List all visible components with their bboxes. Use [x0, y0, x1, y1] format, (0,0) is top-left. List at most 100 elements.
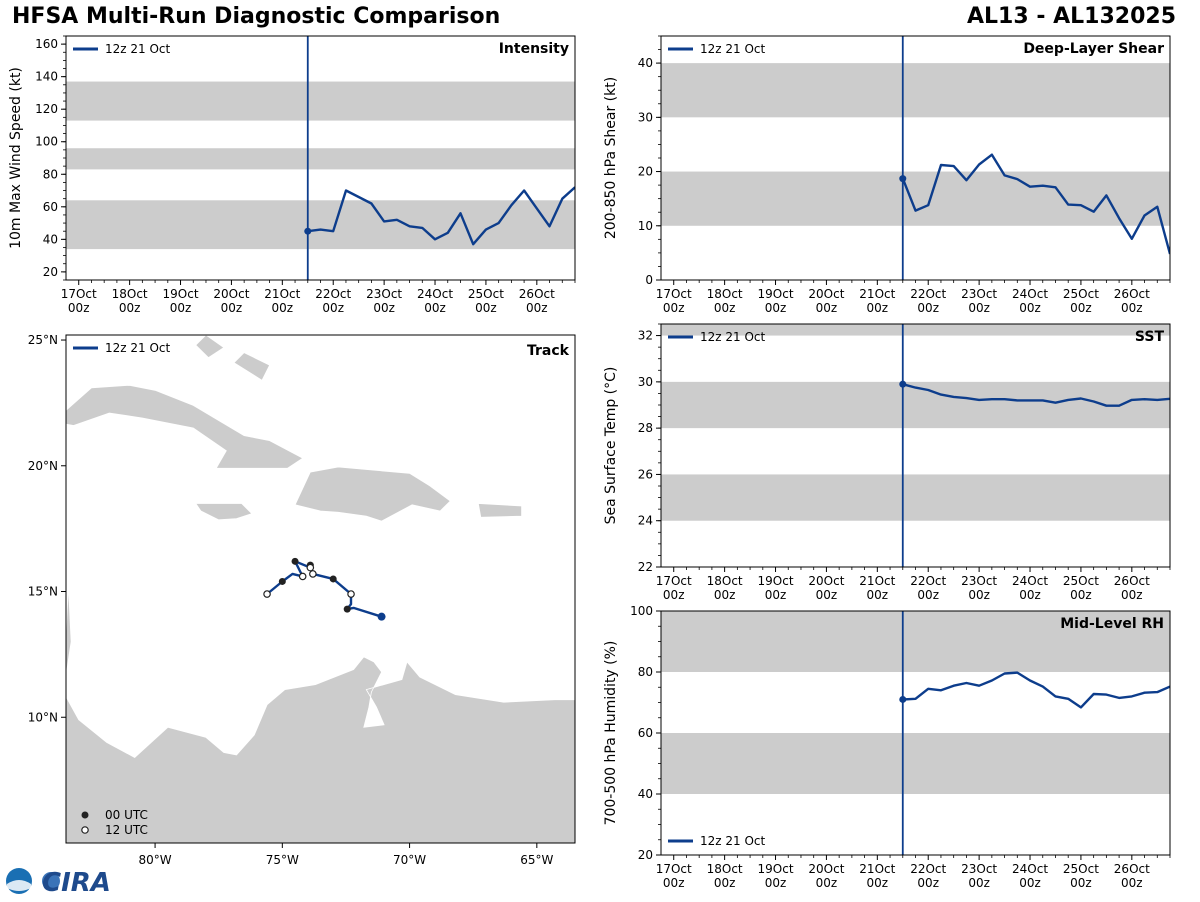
track-lat-tick-label: 15°N	[28, 585, 58, 599]
rh-xtick-label-hour: 00z	[816, 876, 838, 890]
sst-xtick-label-hour: 00z	[714, 588, 736, 602]
rh-xtick-label-date: 17Oct	[656, 862, 692, 876]
intensity-xtick-label-hour: 00z	[170, 301, 192, 315]
shear-xtick-label-date: 20Oct	[808, 287, 844, 301]
shear-ytick-label: 40	[638, 56, 653, 70]
intensity-ytick-label: 60	[43, 200, 58, 214]
globe-icon	[42, 872, 60, 890]
rh-start-point	[899, 695, 907, 703]
rh-threshold-band	[661, 733, 1170, 794]
intensity-start-point	[304, 227, 312, 235]
intensity-xtick-label-date: 21Oct	[264, 287, 300, 301]
intensity-xtick-label-date: 24Oct	[417, 287, 453, 301]
rh-xtick-label-hour: 00z	[917, 876, 939, 890]
intensity-ytick-label: 140	[35, 70, 58, 84]
sst-start-point	[899, 380, 907, 388]
track-line	[266, 560, 382, 618]
intensity-xtick-label-hour: 00z	[119, 301, 141, 315]
track-point-12utc	[298, 572, 307, 581]
intensity-xtick-label-hour: 00z	[68, 301, 90, 315]
shear-xtick-label-hour: 00z	[765, 301, 787, 315]
intensity-ytick-label: 160	[35, 37, 58, 51]
sst-ytick-label: 24	[638, 514, 653, 528]
intensity-ylabel: 10m Max Wind Speed (kt)	[8, 67, 24, 249]
sst-ytick-label: 22	[638, 560, 653, 574]
intensity-xtick-label-hour: 00z	[272, 301, 294, 315]
shear-ylabel: 200-850 hPa Shear (kt)	[603, 77, 619, 239]
cira-logo-text: CIRA	[42, 868, 111, 898]
bahamas-island	[233, 352, 271, 381]
sst-series-line	[902, 383, 1170, 407]
sst-xtick-label-hour: 00z	[663, 588, 685, 602]
shear-xtick-label-date: 25Oct	[1063, 287, 1099, 301]
sst-ytick-label: 28	[638, 421, 653, 435]
intensity-threshold-band	[66, 148, 575, 170]
intensity-legend-label: 12z 21 Oct	[105, 42, 171, 56]
bahamas-island	[195, 335, 225, 359]
shear-ytick-label: 0	[645, 273, 653, 287]
figure-title: HFSA Multi-Run Diagnostic Comparison	[12, 4, 501, 29]
intensity-panel: 2040608010012014016017Oct00z18Oct00z19Oc…	[8, 35, 576, 315]
intensity-xtick-label-hour: 00z	[526, 301, 548, 315]
track-lat-tick-label: 10°N	[28, 710, 58, 724]
track-lat-tick-label: 20°N	[28, 459, 58, 473]
land-layer	[66, 335, 575, 843]
shear-xtick-label-date: 19Oct	[758, 287, 794, 301]
track-panel-label: Track	[527, 343, 570, 359]
track-lon-tick-label: 70°W	[393, 853, 426, 867]
cuba-landmass	[66, 384, 304, 469]
rh-xtick-label-date: 23Oct	[961, 862, 997, 876]
track-point-12utc	[306, 563, 315, 572]
shear-xtick-label-hour: 00z	[867, 301, 889, 315]
intensity-xtick-label-date: 23Oct	[366, 287, 402, 301]
rh-ytick-label: 100	[630, 604, 653, 618]
shear-threshold-band	[661, 63, 1170, 118]
rh-xtick-label-hour: 00z	[663, 876, 685, 890]
logo-graphic: CIRA	[6, 868, 111, 898]
shear-xtick-label-date: 24Oct	[1012, 287, 1048, 301]
intensity-threshold-band	[66, 81, 575, 121]
rh-xtick-label-date: 20Oct	[808, 862, 844, 876]
sst-xtick-label-date: 17Oct	[656, 574, 692, 588]
track-point-12utc	[309, 570, 317, 578]
intensity-xtick-label-date: 22Oct	[315, 287, 351, 301]
intensity-xtick-label-date: 18Oct	[112, 287, 148, 301]
sst-threshold-band	[661, 474, 1170, 521]
sst-ytick-label: 26	[638, 467, 653, 481]
intensity-xtick-label-date: 17Oct	[61, 287, 97, 301]
shear-xtick-label-hour: 00z	[1019, 301, 1041, 315]
rh-xtick-label-hour: 00z	[1121, 876, 1143, 890]
sst-panel-label: SST	[1135, 329, 1165, 345]
sst-legend-label: 12z 21 Oct	[700, 330, 766, 344]
shear-panel: 01020304017Oct00z18Oct00z19Oct00z20Oct00…	[603, 35, 1171, 315]
sst-xtick-label-date: 18Oct	[707, 574, 743, 588]
track-point-12utc	[347, 590, 355, 598]
shear-panel-label: Deep-Layer Shear	[1023, 41, 1164, 57]
rh-xtick-label-date: 18Oct	[707, 862, 743, 876]
shear-xtick-label-hour: 00z	[663, 301, 685, 315]
sst-xtick-label-hour: 00z	[968, 588, 990, 602]
rh-legend-label: 12z 21 Oct	[700, 834, 766, 848]
sst-panel: 22242628303217Oct00z18Oct00z19Oct00z20Oc…	[603, 323, 1171, 602]
track-start-point	[377, 612, 386, 621]
shear-xtick-label-date: 26Oct	[1114, 287, 1150, 301]
sst-xtick-label-hour: 00z	[816, 588, 838, 602]
rh-xtick-label-hour: 00z	[867, 876, 889, 890]
rh-xtick-label-date: 22Oct	[910, 862, 946, 876]
track-point-00utc	[278, 577, 286, 585]
shear-series-line	[901, 153, 1170, 255]
track-map-panel: 80°W 75°W 70°W 65°W 10°N 15°N 20°N 25°N Track 12z…	[28, 333, 576, 867]
rh-panel: 2040608010017Oct00z18Oct00z19Oct00z20Oct…	[603, 604, 1171, 890]
intensity-xtick-label-hour: 00z	[373, 301, 395, 315]
intensity-xtick-label-date: 19Oct	[163, 287, 199, 301]
shear-ytick-label: 10	[638, 219, 653, 233]
shear-xtick-label-date: 17Oct	[656, 287, 692, 301]
intensity-ytick-label: 80	[43, 167, 58, 181]
rh-ytick-label: 20	[638, 848, 653, 862]
legend-00utc-marker	[81, 811, 89, 819]
rh-xtick-label-hour: 00z	[1070, 876, 1092, 890]
sst-xtick-label-date: 22Oct	[910, 574, 946, 588]
sst-xtick-label-date: 23Oct	[961, 574, 997, 588]
track-lat-tick-label: 25°N	[28, 333, 58, 347]
puerto-rico-landmass	[477, 503, 522, 518]
